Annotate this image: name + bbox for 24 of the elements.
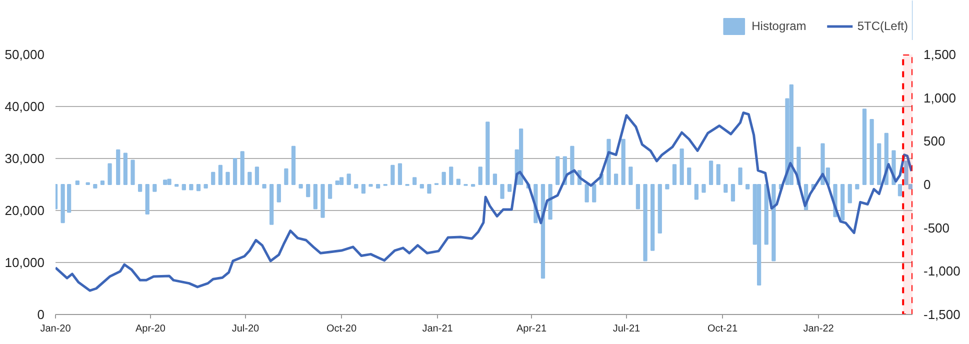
x-tick-label: Apr-21 <box>516 324 547 334</box>
y-tick-label: 50,000 <box>4 47 45 62</box>
y2-tick-label: -500 <box>924 220 950 236</box>
x-tick-label: Apr-20 <box>135 324 166 334</box>
legend-label: Histogram <box>752 19 806 33</box>
x-tick-label: Jul-21 <box>612 324 641 334</box>
x-tick-label: Jan-21 <box>422 324 454 334</box>
x-tick-label: Oct-21 <box>708 324 738 334</box>
x-tick-label: Jan-20 <box>40 324 72 334</box>
y-tick-label: 30,000 <box>4 151 45 166</box>
y2-tick-label: 0 <box>924 177 931 192</box>
y-tick-label: 20,000 <box>4 203 45 218</box>
y2-tick-label: -1,000 <box>924 264 960 279</box>
legend-label: 5TC(Left) <box>857 19 908 33</box>
y2-tick-label: 1,000 <box>924 90 956 106</box>
y-tick-label: 10,000 <box>4 255 45 270</box>
x-tick-label: Jan-22 <box>803 324 834 334</box>
x-tick-label: Oct-20 <box>326 324 357 334</box>
x-tick-label: Jul-20 <box>232 324 260 334</box>
y2-tick-label: 1,500 <box>924 47 956 62</box>
y2-tick-label: 500 <box>924 134 946 149</box>
y2-tick-label: -1,500 <box>924 307 960 322</box>
y-tick-label: 40,000 <box>4 99 45 114</box>
y-tick-label: 0 <box>37 307 45 322</box>
